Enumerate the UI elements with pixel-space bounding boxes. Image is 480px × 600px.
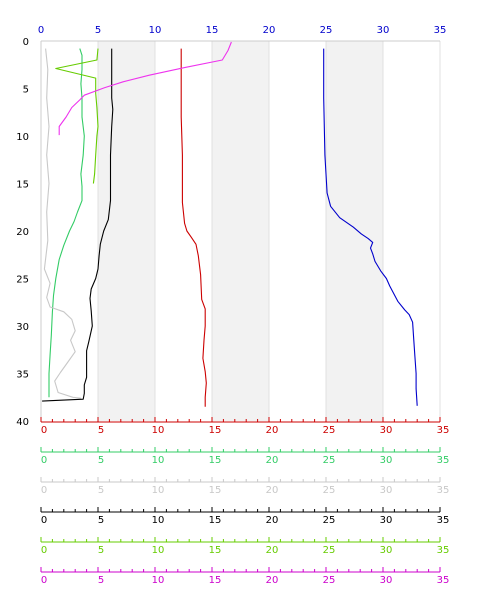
series-line-6	[55, 48, 99, 184]
top-tick-label: 0	[38, 25, 44, 36]
bottom-tick-label: 5	[98, 425, 104, 436]
bottom-tick-label: 20	[266, 515, 279, 526]
bottom-tick-label: 10	[152, 455, 165, 466]
bottom-tick-label: 25	[323, 575, 336, 586]
bottom-tick-label: 35	[437, 545, 450, 556]
depth-axis: 0 5 10 15 20 25 30 35 40	[16, 37, 42, 428]
series-line-3	[48, 48, 85, 398]
series-line-1	[323, 48, 418, 406]
bottom-tick-label: 25	[323, 515, 336, 526]
depth-tick-label: 30	[16, 322, 29, 333]
bottom-tick-label: 10	[152, 575, 165, 586]
bottom-axis-2: 0 5 10 15 20 25 30 35	[40, 447, 450, 466]
series-line-5	[42, 48, 114, 402]
bottom-axis-5: 0 5 10 15 20 25 30 35	[40, 537, 450, 556]
grid-band	[212, 41, 269, 421]
top-tick-label: 5	[95, 25, 101, 36]
bottom-tick-label: 35	[437, 575, 450, 586]
bottom-tick-label: 35	[437, 515, 450, 526]
bottom-axis-3: 0 5 10 15 20 25 30 35	[40, 477, 450, 496]
bottom-tick-label: 30	[380, 425, 393, 436]
bottom-tick-label: 20	[266, 455, 279, 466]
depth-tick-label: 20	[16, 227, 29, 238]
depth-tick-label: 0	[23, 37, 29, 48]
series-lines	[42, 41, 418, 407]
bottom-tick-label: 15	[209, 455, 222, 466]
bottom-tick-label: 0	[41, 515, 47, 526]
depth-tick-label: 5	[23, 85, 29, 96]
grid-band	[326, 41, 383, 421]
bottom-tick-label: 10	[152, 485, 165, 496]
bottom-tick-label: 25	[323, 455, 336, 466]
bottom-tick-label: 30	[380, 545, 393, 556]
bottom-tick-label: 35	[437, 485, 450, 496]
grid-band	[269, 41, 326, 421]
bottom-tick-label: 25	[323, 545, 336, 556]
depth-tick-label: 35	[16, 370, 29, 381]
bottom-tick-label: 15	[209, 575, 222, 586]
top-tick-label: 10	[149, 25, 162, 36]
top-tick-label: 30	[377, 25, 390, 36]
bottom-tick-label: 30	[380, 485, 393, 496]
bottom-tick-label: 25	[323, 425, 336, 436]
bottom-tick-label: 5	[98, 575, 104, 586]
top-tick-label: 25	[320, 25, 333, 36]
bottom-tick-label: 20	[266, 425, 279, 436]
bottom-tick-label: 20	[266, 545, 279, 556]
bottom-tick-label: 0	[41, 455, 47, 466]
top-axis: 0 5 10 15 20 25 30 35	[38, 25, 447, 42]
series-line-2	[180, 48, 207, 407]
grid-band	[383, 41, 440, 421]
bottom-tick-label: 30	[380, 515, 393, 526]
bottom-axes: 0 5 10 15 20 25 30 35 0 5 10 15 20 25 30 35 0 5 10 15 20 25 30…	[40, 417, 450, 586]
bottom-tick-label: 0	[41, 545, 47, 556]
bottom-tick-label: 20	[266, 575, 279, 586]
bottom-tick-label: 0	[41, 485, 47, 496]
bottom-tick-label: 15	[209, 425, 222, 436]
top-tick-label: 35	[434, 25, 447, 36]
grid-band	[98, 41, 155, 421]
depth-tick-label: 10	[16, 132, 29, 143]
depth-tick-label: 40	[16, 417, 29, 428]
bottom-tick-label: 5	[98, 545, 104, 556]
top-tick-label: 20	[263, 25, 276, 36]
series-line-4	[43, 48, 81, 399]
bottom-tick-label: 30	[380, 455, 393, 466]
depth-tick-label: 15	[16, 180, 29, 191]
depth-tick-label: 25	[16, 275, 29, 286]
bottom-tick-label: 10	[152, 545, 165, 556]
bottom-tick-label: 5	[98, 515, 104, 526]
bottom-tick-label: 15	[209, 515, 222, 526]
top-tick-label: 15	[206, 25, 219, 36]
bottom-axis-4: 0 5 10 15 20 25 30 35	[40, 507, 450, 526]
bottom-tick-label: 20	[266, 485, 279, 496]
bottom-tick-label: 30	[380, 575, 393, 586]
bottom-tick-label: 15	[209, 545, 222, 556]
bottom-axis-1: 0 5 10 15 20 25 30 35	[40, 417, 450, 436]
series-line-7	[58, 41, 232, 136]
bottom-tick-label: 35	[437, 425, 450, 436]
bottom-axis-6: 0 5 10 15 20 25 30 35	[40, 567, 450, 586]
bottom-tick-label: 10	[152, 425, 165, 436]
bottom-tick-label: 0	[41, 425, 47, 436]
grid-bands	[41, 41, 441, 421]
bottom-tick-label: 0	[41, 575, 47, 586]
bottom-tick-label: 5	[98, 485, 104, 496]
bottom-tick-label: 25	[323, 485, 336, 496]
bottom-tick-label: 15	[209, 485, 222, 496]
bottom-tick-label: 35	[437, 455, 450, 466]
bottom-tick-label: 10	[152, 515, 165, 526]
bottom-tick-label: 5	[98, 455, 104, 466]
